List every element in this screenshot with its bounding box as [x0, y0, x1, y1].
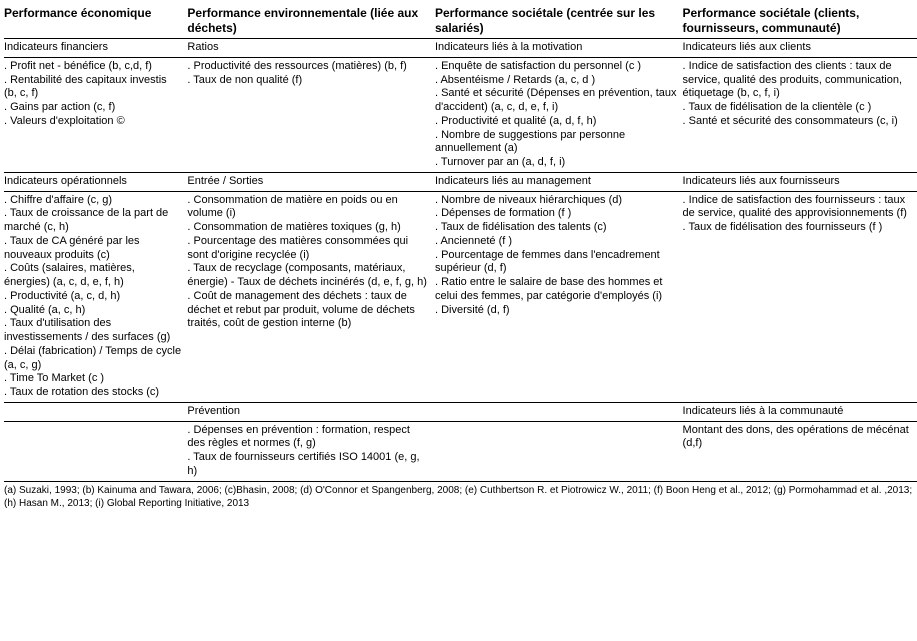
subhead-text: Indicateurs financiers	[4, 41, 181, 55]
subhead-cell: Indicateurs liés au management	[435, 172, 683, 191]
subhead-cell: Indicateurs liés aux fournisseurs	[683, 172, 917, 191]
cell: . Indice de satisfaction des clients : t…	[683, 57, 917, 172]
subhead-text: Entrée / Sorties	[187, 175, 429, 189]
cell: . Chiffre d'affaire (c, g). Taux de croi…	[4, 191, 187, 402]
header-economique: Performance économique	[4, 4, 187, 39]
subhead-cell: Indicateurs liés à la motivation	[435, 39, 683, 58]
content-row-2: . Chiffre d'affaire (c, g). Taux de croi…	[4, 191, 917, 402]
header-societal-salaries: Performance sociétale (centrée sur les s…	[435, 4, 683, 39]
header-text: Performance environnementale (liée aux d…	[187, 6, 429, 36]
cell-text: . Indice de satisfaction des fournisseur…	[683, 194, 915, 235]
references: (a) Suzaki, 1993; (b) Kainuma and Tawara…	[4, 484, 917, 510]
cell-text: . Profit net - bénéfice (b, c,d, f). Ren…	[4, 60, 181, 129]
cell-text: . Consommation de matière en poids ou en…	[187, 194, 429, 332]
content-row-1: . Profit net - bénéfice (b, c,d, f). Ren…	[4, 57, 917, 172]
subhead-text: Indicateurs liés au management	[435, 175, 677, 189]
header-societal-clients: Performance sociétale (clients, fourniss…	[683, 4, 917, 39]
cell-text: Montant des dons, des opérations de mécé…	[683, 424, 915, 452]
header-text: Performance économique	[4, 6, 181, 21]
subhead-cell: Indicateurs opérationnels	[4, 172, 187, 191]
header-environnementale: Performance environnementale (liée aux d…	[187, 4, 435, 39]
header-text: Performance sociétale (centrée sur les s…	[435, 6, 677, 36]
subhead-text: Prévention	[187, 405, 429, 419]
cell-text: . Productivité des ressources (matières)…	[187, 60, 429, 88]
cell-text: . Dépenses en prévention : formation, re…	[187, 424, 429, 479]
cell: . Profit net - bénéfice (b, c,d, f). Ren…	[4, 57, 187, 172]
subheader-row-3: Prévention Indicateurs liés à la communa…	[4, 402, 917, 421]
cell	[435, 421, 683, 481]
subhead-text: Indicateurs liés aux clients	[683, 41, 915, 55]
header-text: Performance sociétale (clients, fourniss…	[683, 6, 915, 36]
subhead-cell: Prévention	[187, 402, 435, 421]
content-row-3: . Dépenses en prévention : formation, re…	[4, 421, 917, 481]
subhead-text: Ratios	[187, 41, 429, 55]
cell: Montant des dons, des opérations de mécé…	[683, 421, 917, 481]
cell: . Consommation de matière en poids ou en…	[187, 191, 435, 402]
cell: . Productivité des ressources (matières)…	[187, 57, 435, 172]
cell-text: . Indice de satisfaction des clients : t…	[683, 60, 915, 129]
subhead-text: Indicateurs liés aux fournisseurs	[683, 175, 915, 189]
subhead-cell	[4, 402, 187, 421]
cell: . Dépenses en prévention : formation, re…	[187, 421, 435, 481]
subhead-cell: Indicateurs financiers	[4, 39, 187, 58]
subheader-row-2: Indicateurs opérationnels Entrée / Sorti…	[4, 172, 917, 191]
subhead-text: Indicateurs opérationnels	[4, 175, 181, 189]
cell-text: . Enquête de satisfaction du personnel (…	[435, 60, 677, 170]
subhead-cell	[435, 402, 683, 421]
subhead-cell: Ratios	[187, 39, 435, 58]
cell-text: . Nombre de niveaux hiérarchiques (d). D…	[435, 194, 677, 318]
cell: . Nombre de niveaux hiérarchiques (d). D…	[435, 191, 683, 402]
subhead-text: Indicateurs liés à la communauté	[683, 405, 915, 419]
cell-text: . Chiffre d'affaire (c, g). Taux de croi…	[4, 194, 181, 400]
cell	[4, 421, 187, 481]
cell: . Indice de satisfaction des fournisseur…	[683, 191, 917, 402]
subhead-cell: Indicateurs liés à la communauté	[683, 402, 917, 421]
subhead-text: Indicateurs liés à la motivation	[435, 41, 677, 55]
subhead-cell: Indicateurs liés aux clients	[683, 39, 917, 58]
performance-table: Performance économique Performance envir…	[4, 4, 917, 482]
cell: . Enquête de satisfaction du personnel (…	[435, 57, 683, 172]
subheader-row-1: Indicateurs financiers Ratios Indicateur…	[4, 39, 917, 58]
subhead-cell: Entrée / Sorties	[187, 172, 435, 191]
